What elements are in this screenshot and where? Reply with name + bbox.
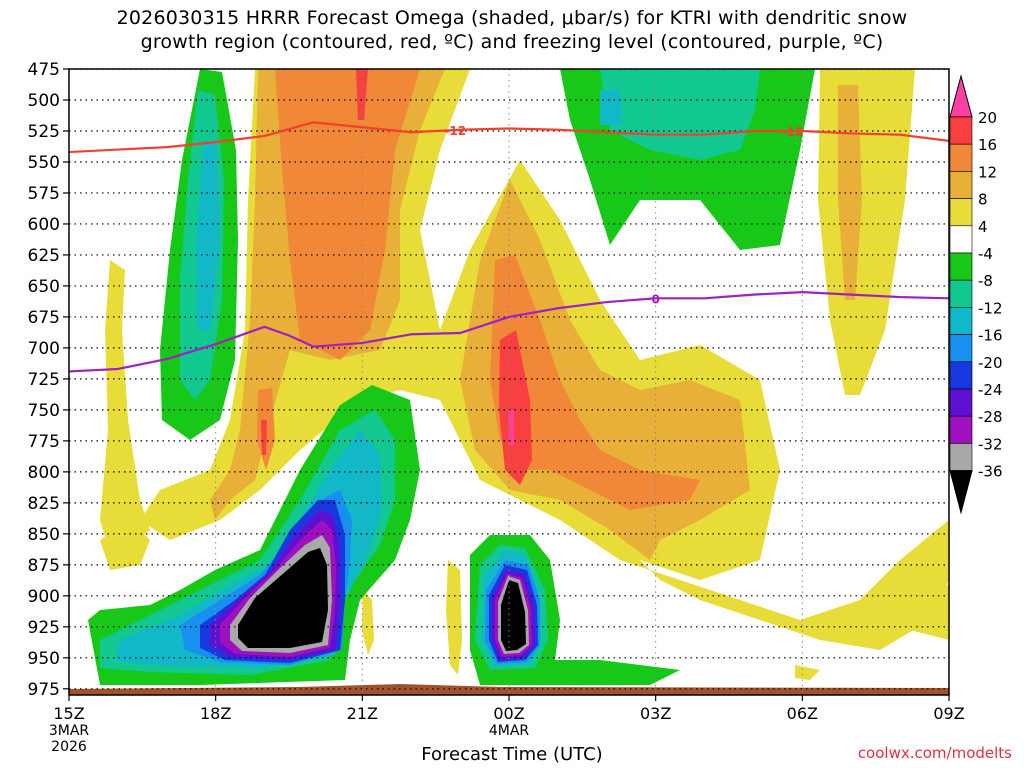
y-tick-label: 725 — [28, 370, 60, 390]
contour-label: -12 — [782, 125, 804, 139]
terrain-strip — [69, 684, 949, 695]
colorbar-label: 8 — [978, 191, 988, 209]
colorbar-segment — [949, 443, 973, 471]
y-tick-label: 900 — [28, 587, 60, 607]
y-tick-label: 600 — [28, 215, 60, 235]
colorbar-label: -4 — [978, 245, 993, 263]
colorbar-legend: 20 16 12 8 4 -4 -8 -12 -16 -20 -24 -28 -32 -36 — [949, 74, 1003, 515]
colorbar-label: -16 — [978, 327, 1003, 345]
omega-fill-yellow-small1 — [446, 560, 462, 675]
y-tick-label: 700 — [28, 339, 60, 359]
omega-fill-orange-center — [490, 255, 700, 510]
omega-fill-cyan-topright — [600, 90, 622, 125]
x-tick-sublabel: 4MAR — [489, 723, 530, 739]
omega-fill-yellow-lowright — [560, 520, 949, 650]
x-axis-label: Forecast Time (UTC) — [421, 744, 603, 765]
colorbar-label: 12 — [978, 163, 997, 181]
colorbar-segment — [949, 252, 973, 281]
colorbar-segment — [949, 388, 973, 417]
x-tick-label: 15Z — [53, 704, 84, 723]
colorbar-segment — [949, 116, 973, 145]
x-tick-label: 06Z — [787, 704, 818, 723]
colorbar-segment — [949, 415, 973, 444]
y-tick-label: 850 — [28, 525, 60, 545]
colorbar-label: -8 — [978, 272, 993, 290]
y-axis: 475 500 525 550 575 600 625 650 675 700 725 750 775 8… — [28, 60, 69, 700]
y-tick-label: 875 — [28, 556, 60, 576]
chart-title: 2026030315 HRRR Forecast Omega (shaded, … — [0, 6, 1024, 54]
colorbar-segment — [949, 198, 973, 227]
colorbar-top-arrow — [949, 74, 973, 118]
x-tick-label: 00Z — [493, 704, 524, 723]
y-tick-label: 800 — [28, 463, 60, 483]
omega-fill-orange-main — [275, 69, 420, 360]
colorbar-segment — [949, 143, 973, 172]
omega-fill-red-center — [499, 330, 532, 485]
colorbar-segment — [949, 361, 973, 390]
y-tick-label: 525 — [28, 122, 60, 142]
colorbar-label: -20 — [978, 354, 1003, 372]
y-tick-label: 650 — [28, 277, 60, 297]
omega-fill-yellow-lowleft — [100, 520, 150, 570]
y-tick-label: 775 — [28, 432, 60, 452]
omega-fill-pink-spot — [509, 410, 514, 445]
omega-shading — [69, 69, 949, 695]
y-tick-label: 925 — [28, 618, 60, 638]
y-tick-label: 475 — [28, 60, 60, 80]
contour-line-dgz — [69, 121, 949, 154]
y-tick-label: 575 — [28, 184, 60, 204]
x-tick-sublabel: 2026 — [51, 739, 87, 755]
colorbar-label: 16 — [978, 136, 997, 154]
chart-title-line2: growth region (contoured, red, ºC) and f… — [140, 31, 884, 53]
y-tick-label: 750 — [28, 401, 60, 421]
colorbar-label: -32 — [978, 435, 1003, 453]
colorbar-label: 20 — [978, 109, 997, 127]
colorbar-segment — [949, 334, 973, 363]
y-tick-label: 975 — [28, 680, 60, 700]
colorbar-label: -36 — [978, 463, 1003, 481]
colorbar-segment — [949, 279, 973, 308]
omega-fill-cyan-leftcol — [196, 140, 220, 330]
colorbar-label: -12 — [978, 299, 1003, 317]
credit-link[interactable]: coolwx.com/modelts — [857, 744, 1012, 762]
omega-fill-yellow-small3 — [795, 665, 820, 680]
y-tick-label: 625 — [28, 246, 60, 266]
chart-title-line1: 2026030315 HRRR Forecast Omega (shaded, … — [116, 7, 908, 29]
colorbar-segment — [949, 307, 973, 335]
colorbar-bottom-arrow — [949, 470, 973, 515]
omega-fill-teal-topright — [600, 69, 760, 160]
colorbar-label: -24 — [978, 381, 1003, 399]
colorbar-segment — [949, 171, 973, 199]
colorbar-segment — [949, 225, 973, 254]
y-tick-label: 550 — [28, 153, 60, 173]
colorbar-label: -28 — [978, 408, 1003, 426]
x-tick-label: 03Z — [640, 704, 671, 723]
contour-label: 0 — [651, 292, 659, 306]
grid — [69, 68, 949, 695]
omega-fill-red-lowcol — [261, 420, 267, 455]
contours: -12 -12 0 — [69, 121, 949, 373]
y-tick-label: 950 — [28, 649, 60, 669]
y-tick-label: 675 — [28, 308, 60, 328]
x-tick-label: 18Z — [200, 704, 231, 723]
omega-fill-black-core-main — [238, 548, 328, 648]
contour-label: -12 — [444, 124, 466, 138]
colorbar-label: 4 — [978, 218, 988, 236]
x-tick-label: 09Z — [933, 704, 964, 723]
x-tick-label: 21Z — [347, 704, 378, 723]
omega-fill-black-core-center — [501, 580, 526, 651]
omega-fill-yellow-small2 — [362, 590, 374, 655]
contour-line-freezing — [69, 291, 949, 373]
omega-fill-red-top — [356, 69, 368, 120]
omega-fill-yellow-small4 — [900, 585, 949, 640]
y-tick-label: 825 — [28, 494, 60, 514]
x-tick-sublabel: 3MAR — [49, 723, 90, 739]
y-tick-label: 500 — [28, 91, 60, 111]
